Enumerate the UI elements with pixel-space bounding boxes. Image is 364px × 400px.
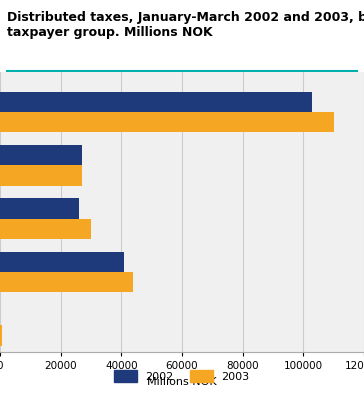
Bar bbox=[0, 198, 79, 219]
Bar bbox=[0, 145, 82, 165]
Text: Distributed taxes, January-March 2002 and 2003, by
taxpayer group. Millions NOK: Distributed taxes, January-March 2002 an… bbox=[7, 11, 364, 39]
Bar bbox=[0, 252, 124, 272]
X-axis label: Millions NOK: Millions NOK bbox=[147, 376, 217, 386]
Bar bbox=[0, 219, 91, 239]
Bar bbox=[0, 325, 1, 346]
Bar bbox=[0, 92, 312, 112]
Legend: 2002, 2003: 2002, 2003 bbox=[110, 366, 254, 386]
Bar bbox=[0, 165, 82, 186]
Bar bbox=[0, 272, 134, 292]
Bar bbox=[0, 112, 334, 132]
